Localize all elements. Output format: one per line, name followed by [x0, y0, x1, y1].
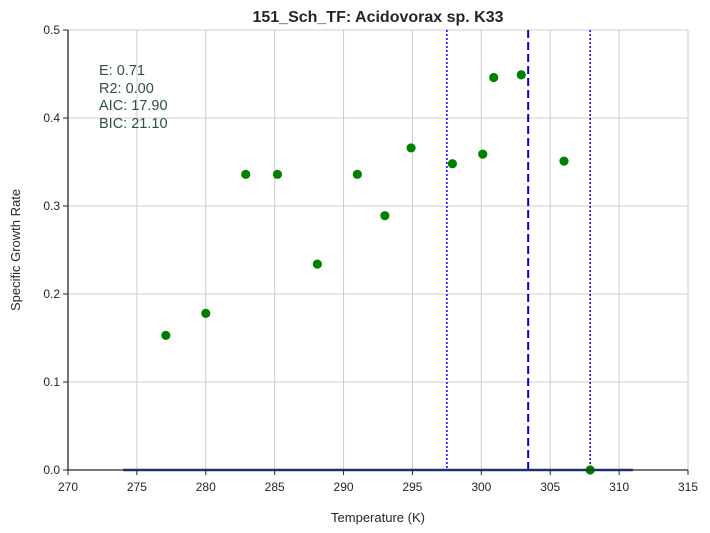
data-point	[516, 70, 526, 80]
data-point	[241, 169, 251, 179]
data-point	[406, 143, 416, 153]
x-tick-label: 285	[265, 480, 285, 494]
stat-bic: BIC: 21.10	[99, 116, 168, 132]
data-point	[478, 149, 488, 159]
fit-statistics: E: 0.71 R2: 0.00 AIC: 17.90 BIC: 21.10	[99, 63, 168, 132]
plot-background	[68, 30, 688, 470]
stat-e: E: 0.71	[99, 63, 145, 79]
y-axis-label: Specific Growth Rate	[8, 189, 23, 311]
vertical-lines	[446, 30, 591, 470]
y-tick-label: 0.4	[43, 111, 60, 125]
x-tick-label: 310	[609, 480, 629, 494]
chart-title: 151_Sch_TF: Acidovorax sp. K33	[252, 9, 503, 26]
y-tick-label: 0.3	[43, 199, 60, 213]
data-point	[272, 169, 283, 179]
y-tick-label: 0.5	[43, 23, 60, 37]
x-axis-label: Temperature (K)	[331, 510, 425, 525]
y-tick-label: 0.2	[43, 287, 60, 301]
data-point	[312, 259, 322, 269]
y-ticks: 0.0 0.1 0.2 0.3 0.4 0.5	[43, 23, 68, 477]
data-point	[559, 156, 569, 166]
x-tick-label: 315	[678, 480, 698, 494]
axes	[67, 30, 688, 471]
data-points	[161, 70, 595, 475]
x-tick-label: 295	[402, 480, 422, 494]
data-point	[489, 72, 499, 83]
x-tick-label: 270	[58, 480, 78, 494]
data-point	[447, 159, 457, 169]
x-tick-label: 275	[127, 480, 147, 494]
y-tick-label: 0.0	[43, 463, 60, 477]
stat-r2: R2: 0.00	[99, 81, 154, 97]
y-tick-label: 0.1	[43, 375, 60, 389]
x-tick-label: 280	[196, 480, 216, 494]
data-point	[380, 211, 390, 221]
x-tick-label: 305	[540, 480, 560, 494]
x-tick-label: 290	[334, 480, 354, 494]
x-tick-label: 300	[471, 480, 491, 494]
data-point	[161, 330, 171, 340]
data-point	[201, 308, 211, 318]
grid	[68, 29, 689, 470]
stat-aic: AIC: 17.90	[99, 98, 168, 114]
data-point	[352, 169, 362, 179]
x-ticks: 270 275 280 285 290 295 300 305 310 315	[58, 470, 698, 494]
